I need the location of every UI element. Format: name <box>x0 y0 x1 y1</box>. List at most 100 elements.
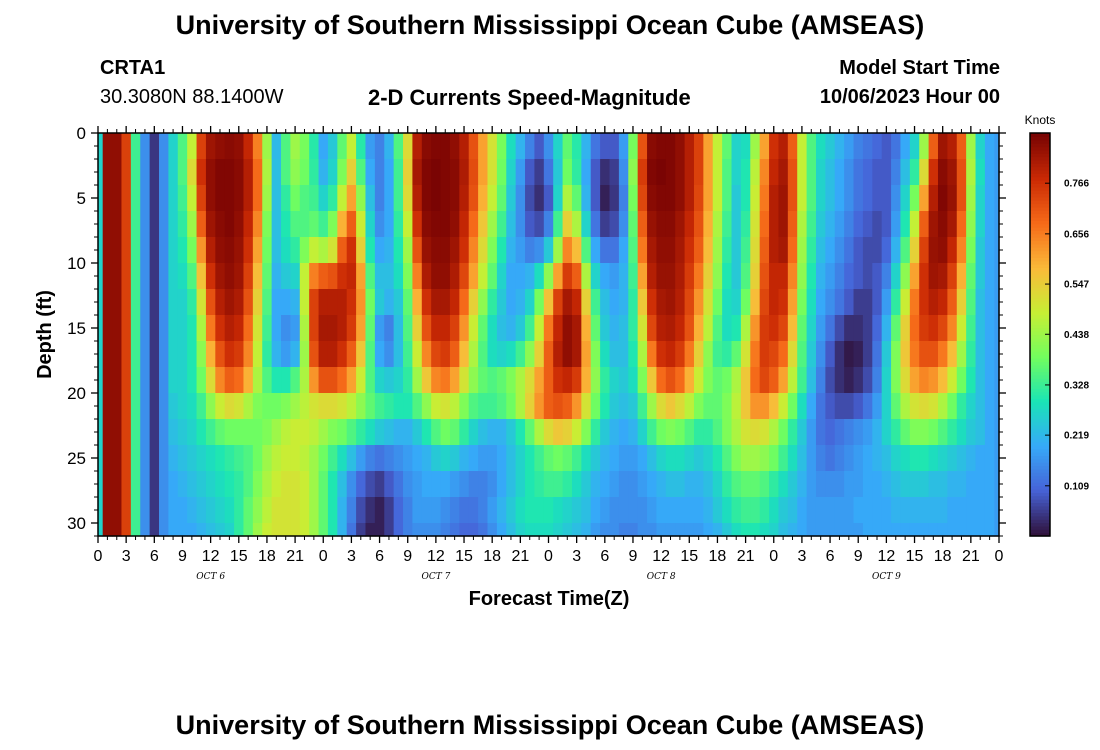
heatmap-cell <box>496 237 507 264</box>
heatmap-cell <box>102 393 113 420</box>
heatmap-cell <box>98 393 104 420</box>
heatmap-cell <box>431 263 442 290</box>
heatmap-cell <box>487 497 498 524</box>
heatmap-cell <box>112 185 123 212</box>
heatmap-cell <box>647 523 658 537</box>
heatmap-cell <box>806 263 817 290</box>
heatmap-cell <box>665 497 676 524</box>
heatmap-cell <box>834 159 845 186</box>
heatmap-cell <box>449 185 460 212</box>
heatmap-cell <box>478 523 489 537</box>
heatmap-cell <box>815 133 826 160</box>
heatmap-cell <box>553 393 564 420</box>
heatmap-cell <box>449 523 460 537</box>
heatmap-cell <box>431 315 442 342</box>
heatmap-cell <box>98 419 104 446</box>
heatmap-cell <box>130 471 141 498</box>
colorbar-step <box>1030 327 1050 332</box>
colorbar-step <box>1030 163 1050 168</box>
heatmap-cell <box>937 211 948 238</box>
heatmap-cell <box>187 211 198 238</box>
x-tick-label: 6 <box>600 548 609 565</box>
heatmap-cell <box>168 367 179 394</box>
heatmap-cell <box>975 497 986 524</box>
heatmap-cell <box>909 471 920 498</box>
colorbar-step <box>1030 488 1050 493</box>
colorbar-step <box>1030 166 1050 171</box>
heatmap-cell <box>168 419 179 446</box>
heatmap-cell <box>403 159 414 186</box>
heatmap-cell <box>966 263 977 290</box>
heatmap-cell <box>759 315 770 342</box>
heatmap-cell <box>590 185 601 212</box>
heatmap-cell <box>271 185 282 212</box>
heatmap-cell <box>262 445 273 472</box>
heatmap-cell <box>459 211 470 238</box>
heatmap-cell <box>731 497 742 524</box>
heatmap-cell <box>853 289 864 316</box>
heatmap-cell <box>534 445 545 472</box>
heatmap-cell <box>205 497 216 524</box>
heatmap-cell <box>196 393 207 420</box>
heatmap-cell <box>947 133 958 160</box>
heatmap-cell <box>675 445 686 472</box>
heatmap-cell <box>553 471 564 498</box>
heatmap-cell <box>149 445 160 472</box>
heatmap-cell <box>675 419 686 446</box>
heatmap-cell <box>515 393 526 420</box>
heatmap-cell <box>421 393 432 420</box>
colorbar-step <box>1030 186 1050 191</box>
heatmap-cell <box>862 523 873 537</box>
heatmap-cell <box>618 341 629 368</box>
heatmap-cell <box>327 185 338 212</box>
heatmap-cell <box>703 133 714 160</box>
heatmap-cell <box>224 367 235 394</box>
heatmap-cell <box>496 393 507 420</box>
heatmap-cell <box>872 185 883 212</box>
heatmap-cell <box>562 419 573 446</box>
heatmap-cell <box>318 497 329 524</box>
heatmap-cell <box>731 367 742 394</box>
heatmap-cell <box>750 341 761 368</box>
heatmap-cell <box>684 393 695 420</box>
heatmap-cell <box>703 159 714 186</box>
colorbar-step <box>1030 462 1050 467</box>
colorbar-step <box>1030 475 1050 480</box>
heatmap-cell <box>262 185 273 212</box>
heatmap-cell <box>759 133 770 160</box>
heatmap-cell <box>656 315 667 342</box>
heatmap-cell <box>487 159 498 186</box>
colorbar-step <box>1030 280 1050 285</box>
heatmap-cell <box>909 419 920 446</box>
heatmap-cell <box>196 289 207 316</box>
heatmap-cell <box>271 263 282 290</box>
heatmap-cell <box>159 523 169 537</box>
heatmap-cell <box>121 133 132 160</box>
heatmap-cell <box>543 263 554 290</box>
heatmap-cell <box>365 393 376 420</box>
heatmap-cell <box>637 263 648 290</box>
heatmap-cell <box>919 367 930 394</box>
heatmap-cell <box>562 237 573 264</box>
heatmap-cell <box>600 471 611 498</box>
heatmap-cell <box>384 133 395 160</box>
heatmap-cell <box>966 341 977 368</box>
x-tick-label: 6 <box>375 548 384 565</box>
heatmap-cell <box>525 133 536 160</box>
heatmap-cell <box>722 523 733 537</box>
colorbar-tick-label: 0.328 <box>1064 380 1089 391</box>
heatmap-cell <box>346 523 357 537</box>
heatmap-cell <box>909 289 920 316</box>
heatmap-cell <box>534 393 545 420</box>
heatmap-cell <box>609 367 620 394</box>
heatmap-cell <box>750 445 761 472</box>
heatmap-cell <box>412 367 423 394</box>
heatmap-cell <box>234 497 245 524</box>
heatmap-cell <box>281 185 292 212</box>
heatmap-cell <box>224 159 235 186</box>
heatmap-cell <box>834 289 845 316</box>
heatmap-cell <box>421 211 432 238</box>
heatmap-cell <box>98 289 104 316</box>
colorbar-step <box>1030 455 1050 460</box>
heatmap-cell <box>759 237 770 264</box>
